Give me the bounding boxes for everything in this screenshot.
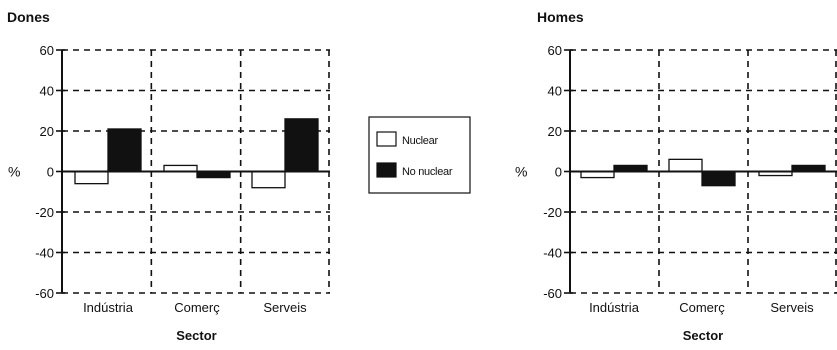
x-category-label-2: Serveis bbox=[263, 300, 307, 315]
bar-no-nuclear-2 bbox=[284, 118, 319, 173]
x-category-label-0: Indústria bbox=[589, 300, 640, 315]
y-tick-label-1: -40 bbox=[35, 246, 54, 261]
x-category-label-1: Comerç bbox=[174, 300, 220, 315]
y-tick-label-2: -20 bbox=[35, 205, 54, 220]
panel-title: Homes bbox=[537, 9, 584, 25]
y-tick-label-3: 0 bbox=[555, 165, 562, 180]
y-tick-label-5: 40 bbox=[40, 84, 54, 99]
bar-no-nuclear-0 bbox=[107, 128, 142, 173]
panel-title: Dones bbox=[7, 9, 50, 25]
y-tick-label-4: 20 bbox=[548, 124, 562, 139]
x-category-label-2: Serveis bbox=[770, 300, 814, 315]
x-category-label-1: Comerç bbox=[679, 300, 725, 315]
legend-swatch-nuclear bbox=[376, 131, 397, 147]
y-tick-label-0: -60 bbox=[35, 286, 54, 301]
y-tick-label-6: 60 bbox=[40, 43, 54, 58]
y-tick-label-4: 20 bbox=[40, 124, 54, 139]
x-category-label-0: Indústria bbox=[83, 300, 134, 315]
y-tick-label-1: -40 bbox=[543, 246, 562, 261]
chart-panel-dones: -60 -40 -20 0 20 40 60 Indústria Comerç Serveis Do… bbox=[7, 9, 330, 343]
x-axis-title: Sector bbox=[683, 328, 723, 343]
legend-label-no-nuclear: No nuclear bbox=[402, 166, 453, 178]
bar-no-nuclear-1 bbox=[701, 170, 736, 187]
y-axis-title: % bbox=[8, 164, 20, 180]
y-tick-label-5: 40 bbox=[548, 84, 562, 99]
bar-nuclear-0 bbox=[74, 170, 109, 185]
y-tick-label-0: -60 bbox=[543, 286, 562, 301]
legend-label-nuclear: Nuclear bbox=[402, 135, 438, 147]
bar-nuclear-2 bbox=[251, 170, 286, 189]
legend-box bbox=[368, 116, 471, 194]
y-axis-title: % bbox=[515, 164, 527, 180]
y-tick-label-2: -20 bbox=[543, 205, 562, 220]
x-axis-title: Sector bbox=[176, 328, 216, 343]
y-tick-label-3: 0 bbox=[47, 165, 54, 180]
bar-nuclear-1 bbox=[668, 158, 703, 173]
y-tick-label-6: 60 bbox=[548, 43, 562, 58]
legend: Nuclear No nuclear bbox=[368, 116, 471, 194]
chart-panel-homes: -60 -40 -20 0 20 40 60 Indústria Comerç Serveis Ho… bbox=[515, 9, 837, 343]
legend-swatch-no-nuclear bbox=[376, 162, 397, 178]
